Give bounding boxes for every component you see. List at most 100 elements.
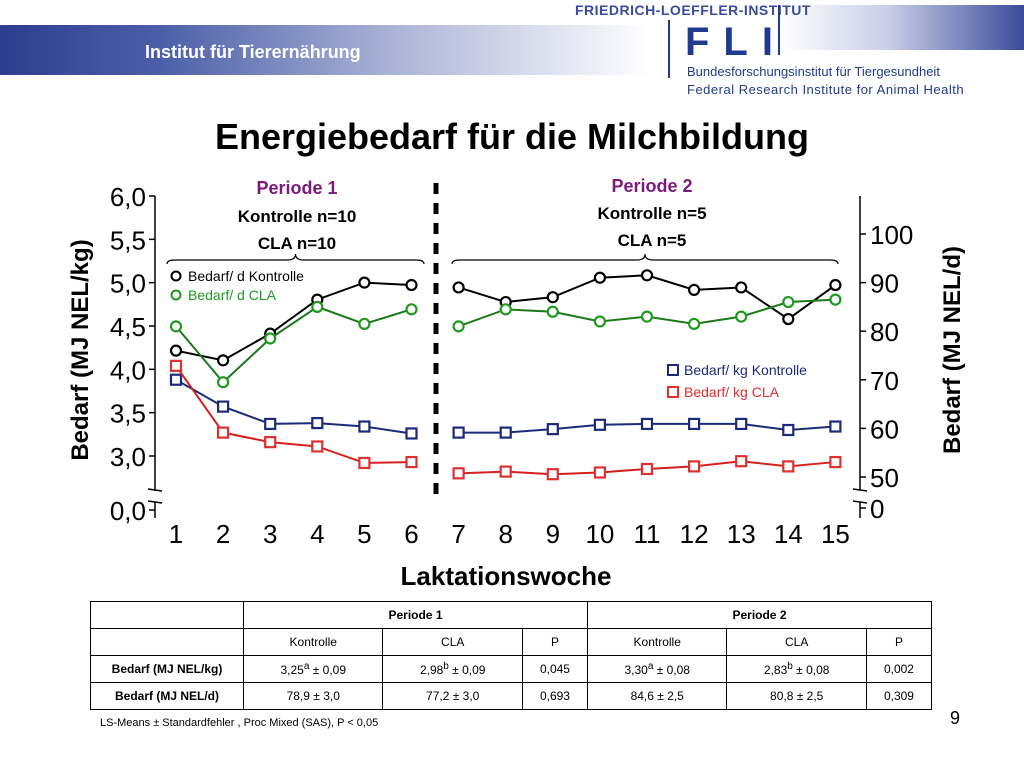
x-tick-label: 10 [585,519,614,549]
data-point [782,423,795,437]
period-label: Periode 2 [611,176,692,196]
x-tick-label: 15 [821,519,850,549]
data-point [452,426,465,439]
x-tick-label: 6 [404,519,418,549]
legend-label: Bedarf/ kg CLA [684,384,780,400]
left-tick-label: 3,0 [110,442,146,472]
legend-marker [170,270,182,282]
x-tick-label: 7 [451,519,465,549]
period-brace [166,253,425,265]
period-label: Periode 1 [256,178,337,198]
row-label: Bedarf (MJ NEL/d) [90,682,244,710]
x-axis-title: Laktationswoche [401,561,612,591]
data-point [217,400,230,413]
x-tick-label: 12 [680,519,709,549]
left-axis-break [147,488,163,492]
data-point [405,427,418,440]
data-point [687,317,701,331]
header-banner-right [780,5,1024,50]
series-line [175,281,412,362]
results-table: Periode 1 Periode 2 Kontrolle CLA P Kont… [90,601,933,710]
legend-marker [170,289,182,301]
data-point [264,417,277,431]
data-point [829,455,842,469]
logo-divider [778,5,780,55]
left-tick-label: 4,0 [110,355,146,385]
data-point [169,344,183,357]
period-group-label: Kontrolle n=10 [238,207,357,226]
row-label: Bedarf (MJ NEL/kg) [90,655,244,683]
page-number: 9 [950,708,961,728]
legend-label: Bedarf/ kg Kontrolle [684,362,807,378]
data-point [735,417,748,431]
left-tick-label: 6,0 [110,182,146,212]
right-tick-label: 90 [870,269,899,299]
table-header-row: Periode 1 Periode 2 [90,601,933,629]
data-point [687,417,701,431]
data-point [264,332,277,345]
table-cell: 3,30a ± 0,08 [586,655,728,683]
data-point [358,317,371,331]
x-tick-label: 11 [634,519,661,549]
table-row: Bedarf (MJ NEL/kg) 3,25a ± 0,09 2,98b ± … [90,655,933,683]
right-tick-label: 80 [870,317,899,347]
right-tick-label: 70 [870,366,899,396]
data-point [169,373,183,386]
logo-divider [668,20,670,78]
right-tick-label: 50 [870,463,899,493]
table-period-header: Periode 1 [243,601,588,629]
data-point [829,278,842,292]
table-subheader: P [865,628,933,656]
data-point [735,281,748,294]
series-line [175,365,412,464]
data-point [735,455,748,468]
table-subheader: Kontrolle [242,628,384,656]
period-group-label: CLA n=5 [618,231,687,250]
fli-name-english: Federal Research Institute for Animal He… [687,82,965,97]
data-point [782,295,795,309]
table-subheader: P [521,628,588,656]
x-tick-label: 4 [310,519,324,549]
table-cell: 2,83b ± 0,08 [726,655,867,683]
data-point [640,269,654,282]
data-point [169,359,183,372]
period-group-label: Kontrolle n=5 [597,204,706,223]
data-point [829,293,842,306]
data-point [593,418,607,431]
data-point [499,465,512,478]
table-subheader: CLA [382,628,523,656]
data-point [452,320,465,333]
data-point [358,456,371,470]
left-axis-break [147,500,163,504]
y-axis-title-right: Bedarf (MJ NEL/d) [939,246,966,454]
table-cell: 0,002 [865,655,933,683]
data-point [593,315,607,328]
x-tick-label: 9 [546,519,560,549]
data-point [499,303,512,316]
legend-label: Bedarf/ d Kontrolle [188,268,304,284]
data-point [452,281,465,294]
left-tick-label: 5,5 [110,225,146,255]
legend-marker [667,364,679,376]
data-point [217,426,230,439]
data-point [217,354,230,367]
table-cell: 0,309 [865,682,933,710]
data-point [358,420,371,433]
table-cell: 0,693 [521,682,588,710]
table-cell: 3,25a ± 0,09 [242,655,384,683]
table-cell: 78,9 ± 3,0 [242,682,384,710]
x-tick-label: 3 [263,519,277,549]
data-point [499,426,512,439]
data-point [829,420,842,433]
y-axis-title-left: Bedarf (MJ NEL/kg) [67,239,94,460]
data-point [217,376,230,389]
x-tick-label: 2 [216,519,230,549]
data-point [782,312,795,326]
x-tick-label: 13 [727,519,756,549]
left-tick-label: 3,5 [110,399,146,429]
table-corner-cell [90,628,244,656]
left-tick-label: 5,0 [110,269,146,299]
header-banner [0,25,650,75]
table-period-header: Periode 2 [586,601,933,629]
